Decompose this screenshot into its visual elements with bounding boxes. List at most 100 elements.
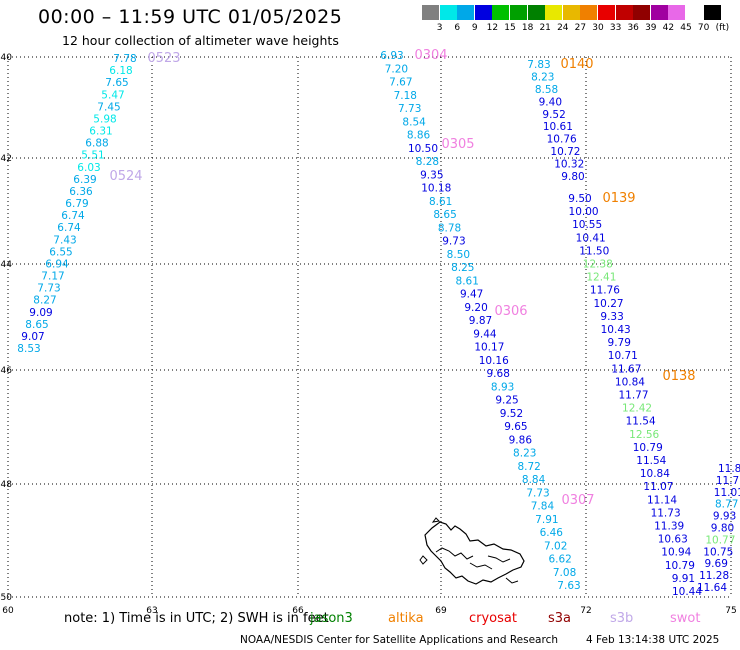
wave-height-value: 6.74 xyxy=(57,222,81,234)
wave-height-value: 8.86 xyxy=(407,130,431,142)
axis-tick-label: -40 xyxy=(0,53,12,63)
wave-height-value: 8.84 xyxy=(522,474,546,486)
pass-time-label: 0305 xyxy=(441,137,474,152)
wave-height-value: 9.07 xyxy=(21,331,44,343)
wave-height-value: 6.03 xyxy=(77,162,100,174)
wave-height-value: 7.67 xyxy=(389,77,412,89)
wave-height-value: 12.38 xyxy=(583,259,613,271)
wave-height-value: 8.65 xyxy=(433,209,456,221)
wave-height-value: 6.39 xyxy=(73,174,96,186)
scale-tick-label: 12 xyxy=(486,23,499,33)
wave-height-value: 8.65 xyxy=(25,319,48,331)
mission-label-altika: altika xyxy=(388,611,424,626)
wave-height-value: 10.61 xyxy=(543,121,573,133)
scale-tick-label: 3 xyxy=(436,23,443,33)
wave-height-value: 9.35 xyxy=(420,169,443,181)
scale-swatch xyxy=(633,5,651,20)
scale-swatch xyxy=(562,5,580,20)
wave-height-value: 7.83 xyxy=(527,59,550,71)
mission-label-s3a: s3a xyxy=(548,611,572,626)
scale-swatch xyxy=(510,5,527,20)
scale-swatch xyxy=(668,5,686,20)
wave-height-value: 10.16 xyxy=(479,355,509,367)
wave-height-value: 8.25 xyxy=(451,262,474,274)
wave-height-value: 9.50 xyxy=(568,193,591,205)
wave-height-value: 10.27 xyxy=(594,298,624,310)
wave-height-value: 8.27 xyxy=(33,295,56,307)
pass-time-label: 0306 xyxy=(494,304,527,319)
wave-height-value: 9.86 xyxy=(509,434,533,446)
wave-height-value: 10.84 xyxy=(615,376,645,388)
wave-height-value: 11.54 xyxy=(626,416,656,428)
wave-height-value: 6.88 xyxy=(85,138,108,150)
wave-height-value: 5.51 xyxy=(81,150,104,162)
axis-tick-label: -46 xyxy=(0,366,12,376)
pass-time-label: 0140 xyxy=(560,57,593,72)
wave-height-value: 10.72 xyxy=(550,146,580,158)
scale-swatch xyxy=(703,5,721,20)
wave-height-value: 7.17 xyxy=(41,271,64,283)
pass-time-label: 0524 xyxy=(109,169,142,184)
wave-height-value: 9.87 xyxy=(469,315,492,327)
wave-height-value: 11.82 xyxy=(718,463,740,475)
wave-height-value: 10.18 xyxy=(421,183,451,195)
wave-height-value: 10.50 xyxy=(408,143,438,155)
wave-height-value: 9.09 xyxy=(29,307,52,319)
scale-tick-label: 30 xyxy=(592,23,604,33)
wave-height-value: 6.55 xyxy=(49,246,72,258)
wave-height-value: 6.62 xyxy=(548,554,571,566)
scale-swatch xyxy=(474,5,492,20)
scale-swatch xyxy=(650,5,668,20)
mission-label-swot: swot xyxy=(670,611,701,626)
wave-height-value: 8.28 xyxy=(416,156,439,168)
wave-height-value: 8.23 xyxy=(531,71,554,83)
scale-swatch xyxy=(527,5,545,20)
scale-swatch xyxy=(615,5,633,20)
wave-height-value: 7.65 xyxy=(105,77,128,89)
wave-height-value: 12.42 xyxy=(622,403,652,415)
scale-tick-label: 21 xyxy=(539,23,551,33)
map-subtitle: 12 hour collection of altimeter wave hei… xyxy=(62,33,339,48)
axis-tick-label: 60 xyxy=(2,606,14,616)
scale-tick-label: 45 xyxy=(680,23,692,33)
wave-height-value: 9.20 xyxy=(464,302,487,314)
wave-height-value: 9.80 xyxy=(711,523,734,535)
pass-time-label: 0523 xyxy=(147,51,180,66)
wave-height-value: 10.17 xyxy=(474,342,504,354)
wave-height-value: 9.40 xyxy=(539,96,562,108)
scale-tick-label: 39 xyxy=(645,23,657,33)
wave-height-value: 11.01 xyxy=(714,487,740,499)
wave-height-value: 6.18 xyxy=(109,65,132,77)
wave-height-value: 8.50 xyxy=(447,249,470,261)
map-title: 00:00 – 11:59 UTC 01/05/2025 xyxy=(38,6,343,28)
scale-swatch xyxy=(422,5,439,20)
scale-unit-label: (ft) xyxy=(715,23,730,33)
wave-height-value: 9.25 xyxy=(495,395,518,407)
wave-height-value: 9.52 xyxy=(542,109,565,121)
axis-tick-label: -48 xyxy=(0,480,12,490)
wave-height-value: 9.80 xyxy=(561,171,584,183)
wave-height-value: 6.36 xyxy=(69,186,93,198)
wave-height-value: 11.72 xyxy=(716,475,740,487)
wave-height-value: 10.63 xyxy=(658,534,688,546)
wave-height-value: 9.65 xyxy=(504,421,527,433)
wave-height-value: 9.69 xyxy=(705,558,728,570)
pass-time-label: 0307 xyxy=(561,493,594,508)
wave-height-value: 8.53 xyxy=(17,343,40,355)
wave-height-value: 7.73 xyxy=(526,487,549,499)
scale-tick-label: 33 xyxy=(609,23,622,33)
wave-height-readings: 0523 7.786.187.655.477.455.986.316.885.51… xyxy=(17,48,740,598)
wave-height-value: 9.93 xyxy=(713,511,736,523)
wave-height-value: 9.47 xyxy=(460,289,483,301)
wave-height-value: 7.73 xyxy=(37,283,60,295)
wave-height-value: 7.63 xyxy=(557,580,580,592)
axis-tick-label: 66 xyxy=(292,606,304,616)
axis-tick-label: 63 xyxy=(146,606,157,616)
wave-height-value: 6.74 xyxy=(61,210,85,222)
scale-swatch xyxy=(492,5,510,20)
scale-tick-label: 9 xyxy=(471,23,478,33)
wave-height-value: 10.43 xyxy=(601,324,631,336)
wave-height-value: 11.07 xyxy=(643,481,673,493)
wave-height-value: 5.98 xyxy=(93,113,116,125)
axis-labels: -40 -42 -44 -46 -48 -50 60 63 66 69 72 75 xyxy=(0,53,737,616)
